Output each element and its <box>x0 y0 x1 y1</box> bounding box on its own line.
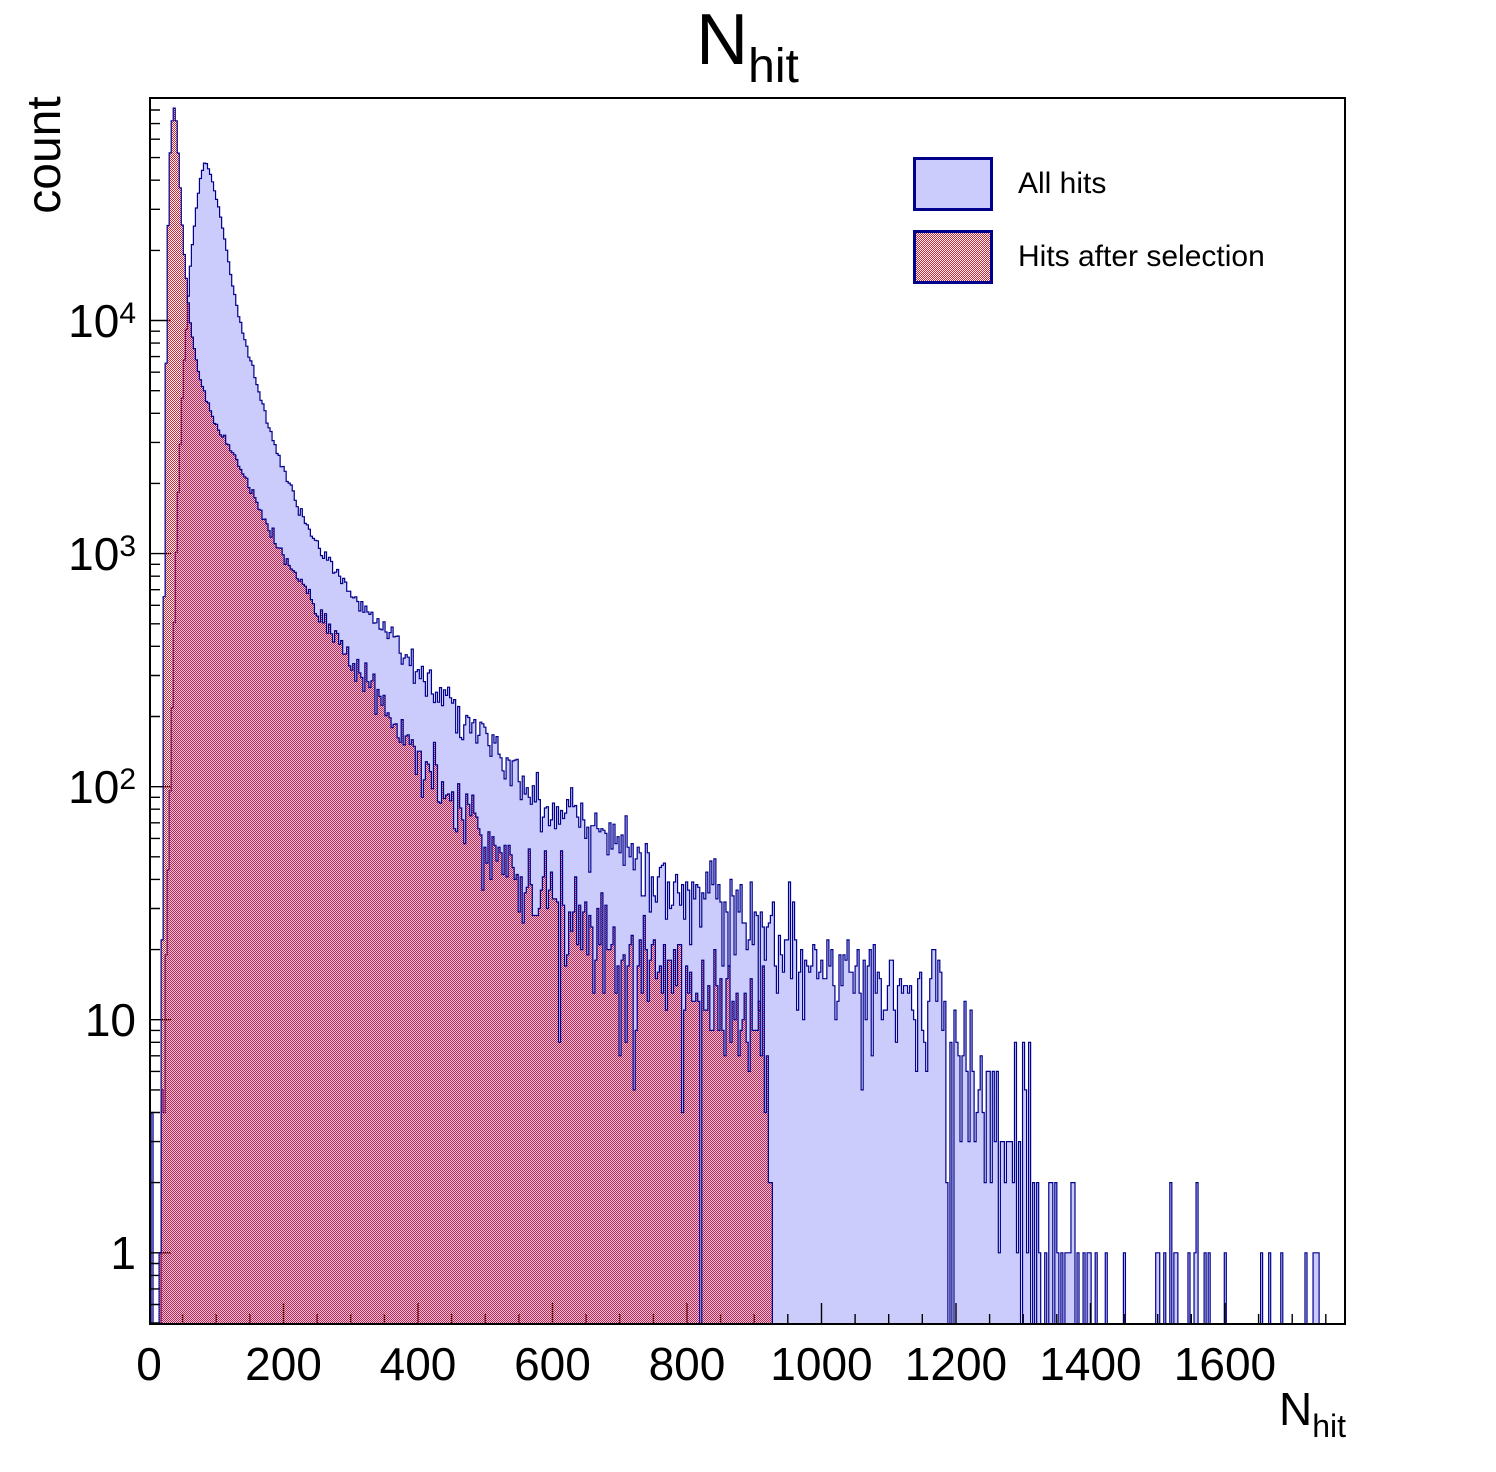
legend-label-all-hits: All hits <box>1018 167 1107 200</box>
y-axis-label: count <box>18 96 71 214</box>
x-axis-label: Nhit <box>1278 1383 1346 1444</box>
x-tick-label-1200: 1200 <box>904 1338 1008 1390</box>
legend-swatch-hits-after-selection-icon <box>913 230 993 284</box>
y-tick-label-10: 10 <box>84 993 136 1046</box>
y-tick-label-102: 102 <box>68 760 136 813</box>
y-tick-label-103: 103 <box>68 527 136 580</box>
legend-swatch-all-hits-icon <box>913 157 993 211</box>
x-tick-label-1000: 1000 <box>770 1338 873 1390</box>
plot-title: Nhit <box>149 0 1346 91</box>
title-subscript: hit <box>748 40 799 93</box>
legend-entry-all-hits: All hits <box>913 157 1106 211</box>
histogram-plot-area <box>149 97 1346 1325</box>
x-tick-label-0: 0 <box>136 1338 162 1390</box>
title-base: N <box>696 0 749 80</box>
legend-entry-hits-after-selection: Hits after selection <box>913 230 1265 284</box>
legend-label-hits-after-selection: Hits after selection <box>1018 240 1265 273</box>
y-tick-label-1: 1 <box>110 1226 136 1279</box>
x-tick-label-1400: 1400 <box>1039 1338 1142 1390</box>
x-tick-label-600: 600 <box>514 1338 591 1390</box>
plot-frame <box>149 97 1346 1325</box>
y-tick-label-104: 104 <box>68 294 136 347</box>
series-hits-after-selection <box>149 107 1346 1325</box>
x-tick-label-800: 800 <box>648 1338 726 1390</box>
x-tick-label-400: 400 <box>379 1338 457 1390</box>
x-tick-label-200: 200 <box>245 1338 322 1390</box>
x-tick-label-1600: 1600 <box>1173 1338 1277 1390</box>
